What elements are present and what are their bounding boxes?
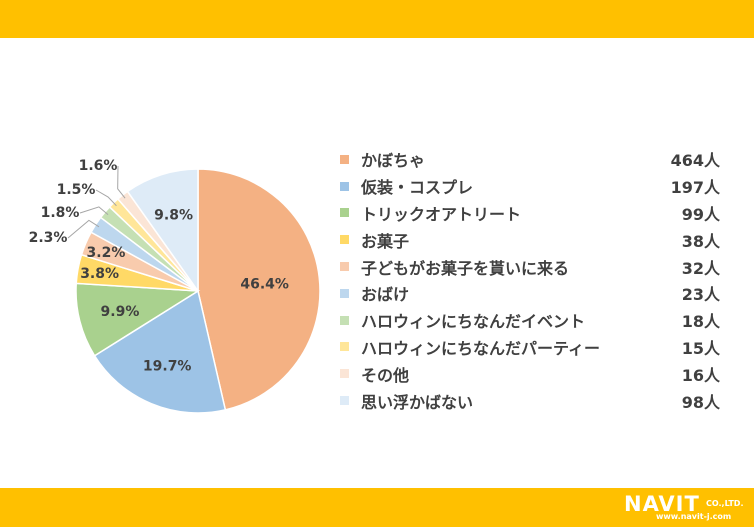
legend-label: ハロウィンにちなんだパーティー [361, 338, 601, 358]
leader-line [67, 219, 100, 239]
legend-item: その他 16人 [340, 360, 730, 387]
pie-slice [93, 289, 227, 414]
legend-item: トリックオアトリート 99人 [340, 200, 730, 227]
legend-label: トリックオアトリート [361, 204, 522, 224]
legend-label: お菓子 [361, 231, 410, 251]
pie-slice [197, 168, 321, 411]
legend-label: おばけ [361, 285, 410, 305]
legend-item: ハロウィンにちなんだイベント 18人 [340, 307, 730, 334]
legend-item: 思い浮かばない 98人 [340, 387, 730, 414]
slice-percent-label: 1.5% [57, 182, 96, 198]
navit-logo: NAVIT CO.,LTD. www.navit-j.com [624, 492, 748, 522]
legend: かぼちゃ 464人 仮装・コスプレ 197人 トリックオアトリート 99人 お菓子 38人 子ど… [340, 146, 730, 414]
legend-count: 18人 [681, 312, 720, 332]
legend-label: 子どもがお菓子を貰いに来る [361, 258, 570, 278]
slice-percent-label: 1.8% [41, 205, 80, 221]
legend-swatch [340, 288, 349, 298]
slice-percent-label: 1.6% [79, 158, 118, 174]
legend-item: ハロウィンにちなんだパーティー 15人 [340, 334, 730, 361]
pie-slice [75, 282, 201, 357]
legend-count: 15人 [681, 338, 720, 358]
slice-percent-label: 46.4% [240, 276, 289, 292]
legend-count: 464人 [670, 151, 720, 171]
legend-swatch [340, 208, 349, 218]
legend-swatch [340, 396, 349, 406]
slice-percent-label: 9.8% [154, 207, 193, 223]
legend-swatch [340, 154, 349, 164]
legend-label: かぼちゃ [361, 151, 426, 171]
legend-count: 197人 [670, 178, 720, 198]
leader-line [95, 189, 117, 207]
legend-count: 16人 [681, 365, 720, 385]
slice-percent-label: 3.2% [87, 245, 126, 261]
leader-line [79, 206, 109, 216]
legend-swatch [340, 315, 349, 325]
logo-company-suffix: CO.,LTD. [706, 499, 744, 508]
legend-label: ハロウィンにちなんだイベント [361, 312, 586, 332]
legend-count: 32人 [681, 258, 720, 278]
bottom-banner [0, 488, 754, 527]
legend-swatch [340, 342, 349, 352]
slice-percent-label: 2.3% [29, 230, 68, 246]
legend-count: 98人 [681, 392, 720, 412]
legend-item: おばけ 23人 [340, 280, 730, 307]
legend-item: お菓子 38人 [340, 226, 730, 253]
slice-percent-label: 3.8% [80, 266, 119, 282]
logo-url: www.navit-j.com [656, 512, 732, 521]
legend-label: 思い浮かばない [361, 392, 474, 412]
slice-percent-label: 9.9% [101, 304, 140, 320]
legend-count: 23人 [681, 285, 720, 305]
top-banner [0, 0, 754, 38]
legend-count: 38人 [681, 231, 720, 251]
pie-slice [126, 168, 199, 294]
legend-label: 仮装・コスプレ [361, 178, 474, 198]
leader-line [117, 165, 126, 199]
legend-swatch [340, 369, 349, 379]
legend-swatch [340, 181, 349, 191]
legend-item: かぼちゃ 464人 [340, 146, 730, 173]
legend-swatch [340, 262, 349, 272]
slice-percent-label: 19.7% [143, 358, 192, 374]
legend-item: 仮装・コスプレ 197人 [340, 173, 730, 200]
legend-swatch [340, 235, 349, 245]
legend-item: 子どもがお菓子を貰いに来る 32人 [340, 253, 730, 280]
logo-brand: NAVIT [624, 492, 700, 516]
legend-count: 99人 [681, 204, 720, 224]
legend-label: その他 [361, 365, 410, 385]
